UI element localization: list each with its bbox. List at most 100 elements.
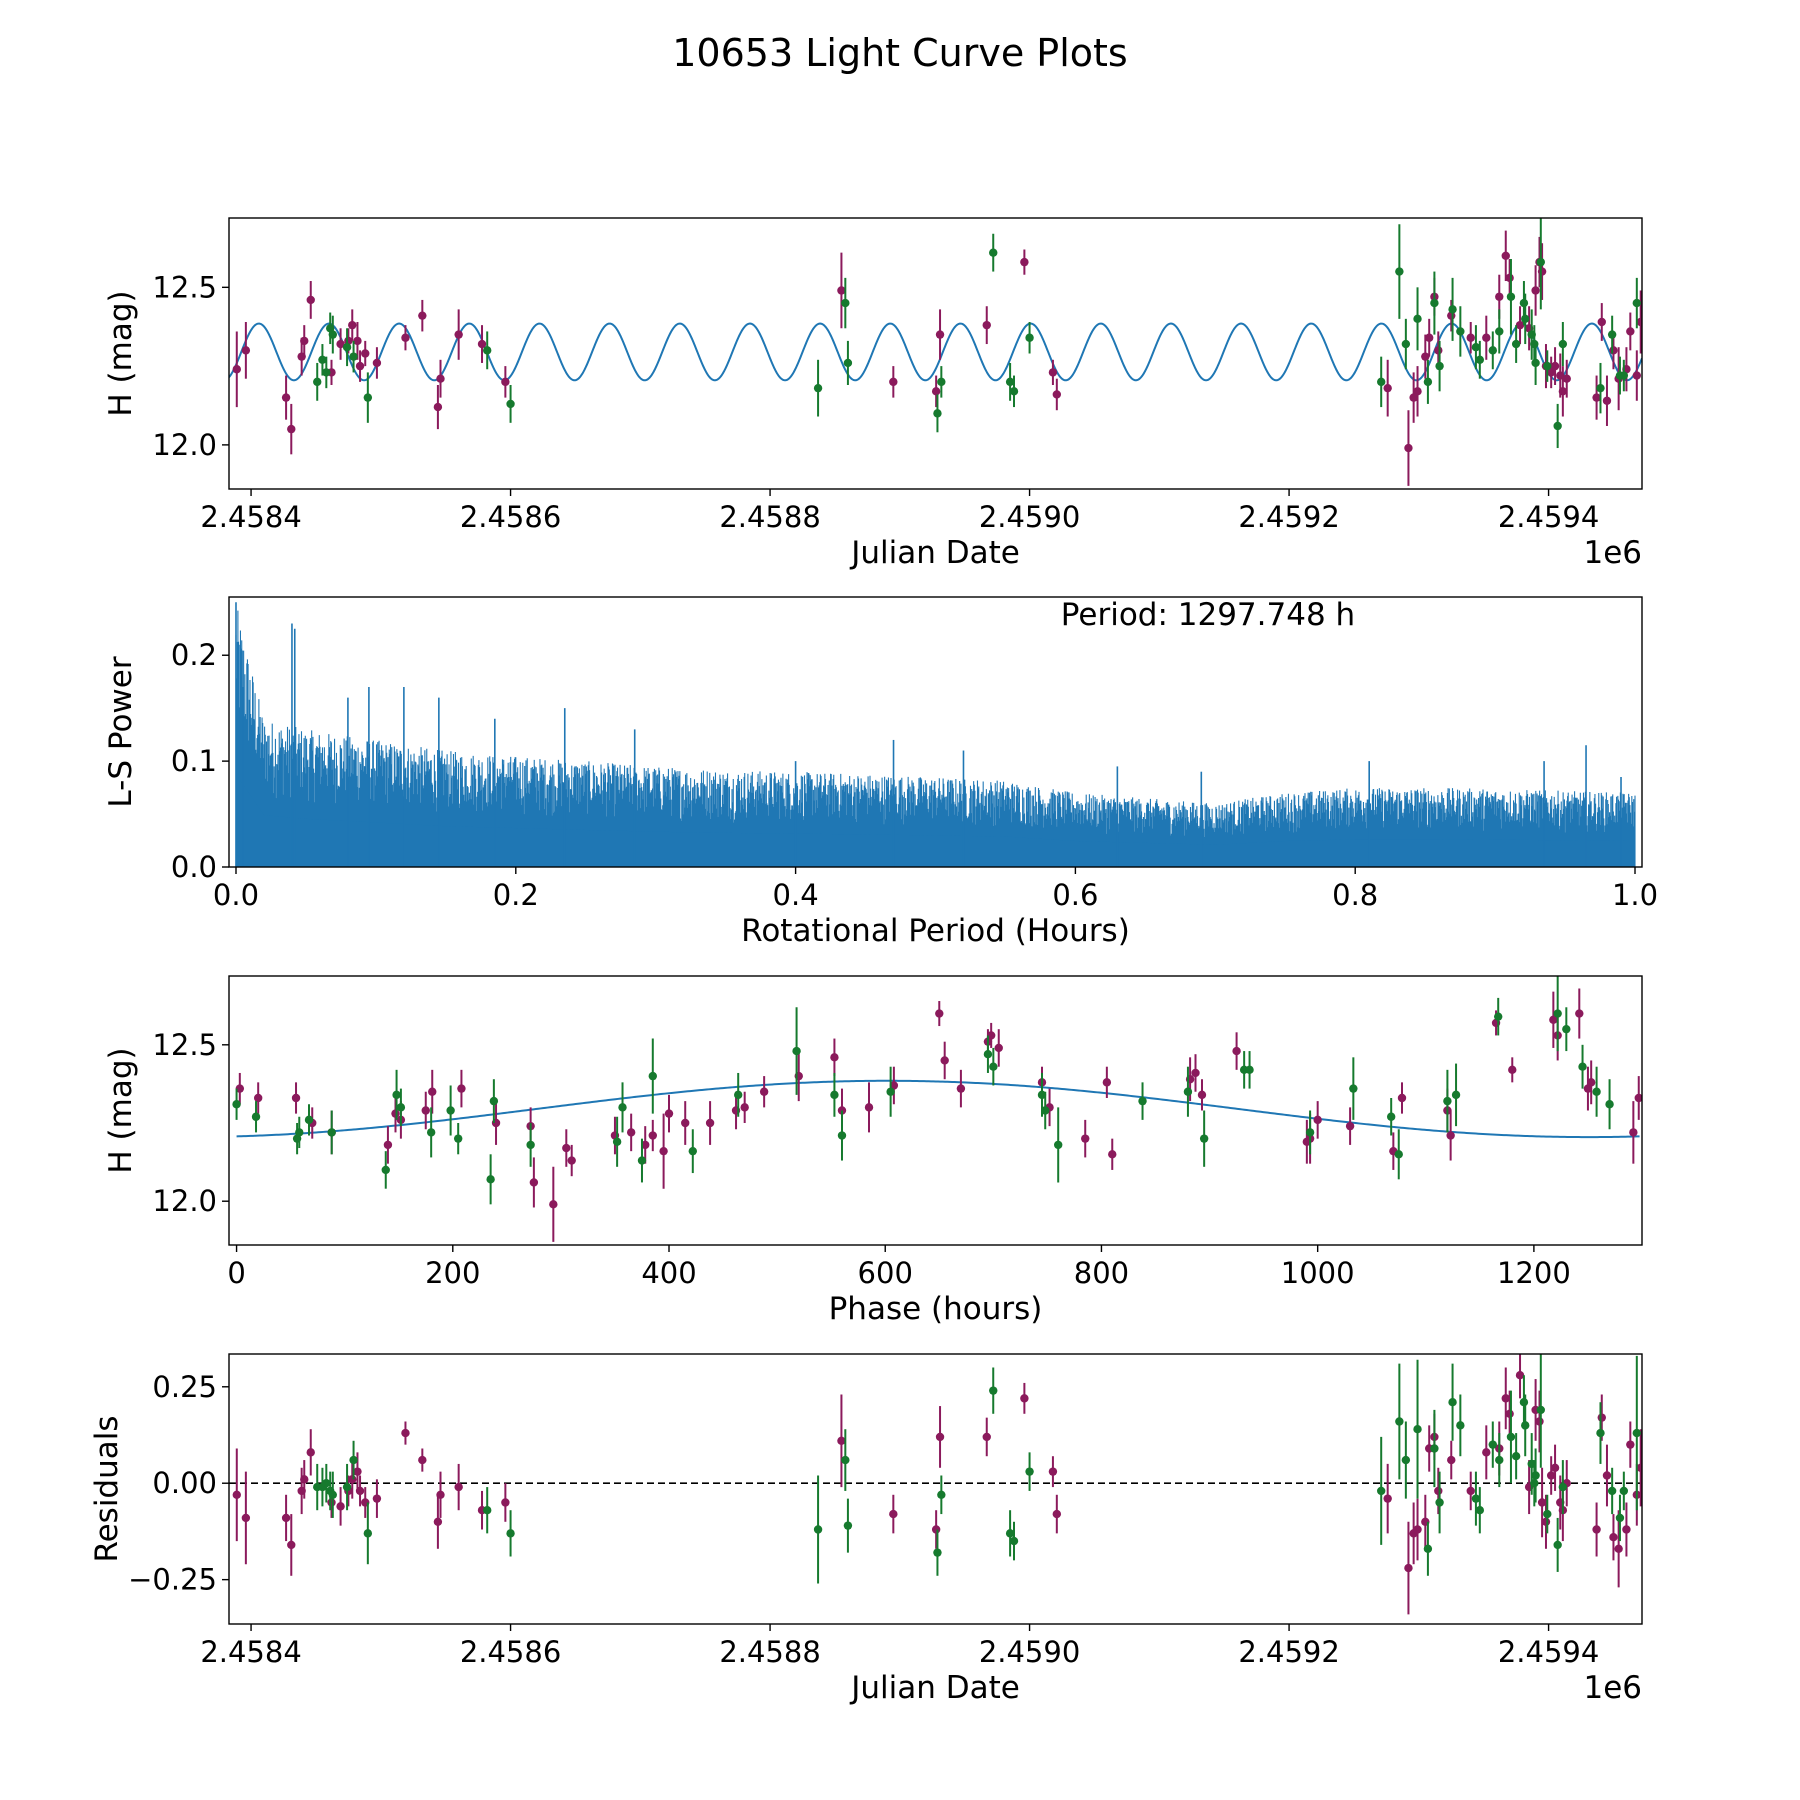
data-point (1475, 355, 1485, 365)
data-point (477, 339, 487, 349)
data-point (391, 1109, 400, 1118)
data-point (1505, 273, 1514, 283)
data-point (982, 320, 991, 330)
data-point (1632, 371, 1642, 380)
data-point (1508, 1065, 1517, 1075)
data-point (937, 1490, 946, 1499)
data-point (1550, 361, 1560, 371)
data-point (933, 1548, 942, 1557)
lightcurve-ytick-label: 12.0 (152, 428, 217, 462)
data-point (421, 1106, 430, 1115)
data-point (1471, 342, 1481, 352)
data-point (501, 1498, 510, 1507)
data-point (1562, 1024, 1571, 1034)
data-point (1005, 1529, 1015, 1538)
data-point (664, 1109, 674, 1118)
data-point (1054, 1140, 1063, 1150)
data-point (383, 1140, 393, 1150)
data-point (1607, 330, 1617, 339)
data-point (1052, 1509, 1062, 1519)
data-point (1041, 1106, 1050, 1115)
data-point (348, 320, 357, 330)
data-point (327, 1128, 336, 1137)
data-point (813, 1525, 823, 1534)
data-point (637, 1156, 647, 1165)
data-point (327, 1498, 336, 1507)
data-point (1191, 1068, 1200, 1078)
periodogram-ytick-label: 0.2 (171, 638, 217, 672)
data-point (322, 1479, 331, 1488)
data-point (1537, 267, 1547, 276)
data-point (1245, 1065, 1254, 1075)
periodogram-xtick-label: 0.0 (213, 878, 259, 912)
data-point (549, 1200, 558, 1209)
lightcurve-x-offset: 1e6 (1583, 535, 1642, 571)
data-point (1020, 257, 1029, 267)
data-point (1482, 1448, 1491, 1457)
data-point (989, 248, 998, 257)
data-point (1515, 320, 1525, 330)
data-point (306, 295, 315, 305)
lightcurve-xtick-label: 2.4586 (460, 500, 561, 534)
data-point (1413, 314, 1422, 324)
lightcurve-xtick-label: 2.4590 (979, 500, 1080, 534)
data-point (1636, 317, 1642, 327)
data-point (843, 1521, 853, 1530)
data-point (1519, 1398, 1529, 1407)
data-point (1413, 1525, 1422, 1534)
lightcurve-xtick-label: 2.4584 (200, 500, 301, 534)
data-point (428, 1087, 437, 1096)
model-curve (229, 322, 1642, 382)
data-point (837, 286, 846, 295)
data-point (1531, 286, 1540, 295)
figure-title: 10653 Light Curve Plots (672, 31, 1127, 75)
data-point (506, 1529, 515, 1538)
data-point (392, 1090, 401, 1100)
lightcurve-points (232, 218, 1642, 486)
phased-xtick-label: 200 (425, 1256, 480, 1290)
data-point (1511, 1452, 1521, 1461)
data-point (355, 1486, 365, 1496)
data-point (1447, 1455, 1456, 1465)
data-point (1394, 1150, 1403, 1159)
data-point (1607, 1486, 1617, 1496)
data-point (281, 1513, 291, 1523)
data-point (1530, 339, 1539, 349)
data-point (1466, 333, 1475, 342)
data-point (1562, 374, 1571, 383)
data-point (864, 1103, 874, 1112)
phased-xtick-label: 400 (641, 1256, 696, 1290)
data-point (792, 1046, 801, 1056)
lightcurve-xlabel: Julian Date (849, 535, 1020, 571)
data-point (1602, 1471, 1612, 1480)
data-point (1401, 1455, 1411, 1465)
lightcurve-ytick-label: 12.5 (152, 270, 217, 304)
data-point (1421, 352, 1430, 361)
data-point (1511, 339, 1521, 349)
data-point (982, 1432, 991, 1442)
data-point (1597, 1413, 1606, 1422)
data-point (1536, 1405, 1545, 1415)
data-point (1232, 1046, 1241, 1056)
data-point (241, 1513, 251, 1523)
data-point (1614, 1544, 1623, 1553)
data-point (1583, 1084, 1593, 1093)
data-point (363, 393, 373, 402)
data-point (1605, 1100, 1614, 1109)
periodogram-xtick-label: 0.6 (1052, 878, 1098, 912)
data-point (626, 1128, 636, 1137)
phased-xtick-label: 1200 (1497, 1256, 1571, 1290)
residuals-x-offset: 1e6 (1583, 1670, 1642, 1706)
data-point (349, 352, 358, 361)
data-point (1313, 1115, 1322, 1125)
residuals-xtick-label: 2.4586 (460, 1635, 561, 1669)
phased-ytick-label: 12.0 (152, 1184, 217, 1218)
data-point (1636, 1463, 1642, 1472)
data-point (562, 1143, 571, 1153)
periodogram-ytick-label: 0.0 (171, 850, 217, 884)
data-point (1423, 1544, 1433, 1553)
data-point (1395, 267, 1404, 276)
data-point (733, 1090, 743, 1100)
data-point (1546, 368, 1556, 377)
data-point (889, 1081, 899, 1090)
